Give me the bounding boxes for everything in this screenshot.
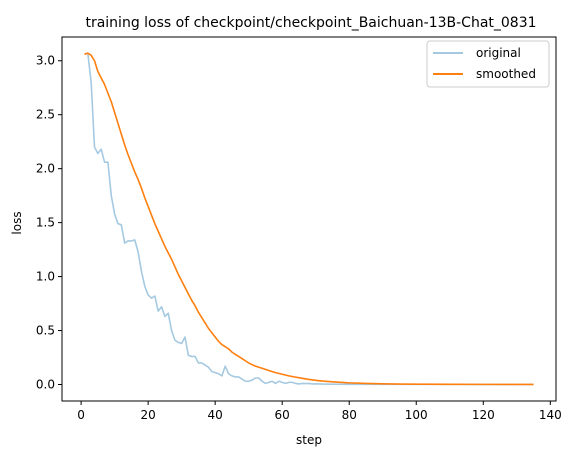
legend-box (426, 40, 550, 88)
y-tick-label: 2.0 (36, 162, 55, 176)
x-tick-label: 20 (140, 408, 155, 422)
y-tick-label: 0.0 (36, 377, 55, 391)
legend-label-smoothed: smoothed (476, 67, 536, 81)
x-tick-label: 120 (472, 408, 495, 422)
x-tick-label: 40 (208, 408, 223, 422)
x-tick-label: 100 (405, 408, 428, 422)
plot-area: 0 20 40 60 80 100 120 140 0.0 0.5 1.0 1.5 2.0 2.5 3.0 (36, 36, 562, 422)
series-line-smoothed (84, 52, 534, 386)
legend: original smoothed (426, 40, 550, 88)
axes-frame (61, 36, 557, 402)
legend-label-original: original (476, 46, 521, 60)
y-tick-label: 1.0 (36, 270, 55, 284)
y-axis-label: loss (10, 211, 24, 234)
x-tick-label: 0 (77, 408, 85, 422)
y-tick-label: 1.5 (36, 216, 55, 230)
x-tick-label: 140 (539, 408, 562, 422)
series-line-original (84, 52, 534, 386)
x-axis-label: step (296, 433, 322, 447)
x-tick-label: 80 (342, 408, 357, 422)
chart-title: training loss of checkpoint/checkpoint_B… (85, 15, 536, 31)
x-tick-label: 60 (275, 408, 290, 422)
y-tick-label: 3.0 (36, 54, 55, 68)
y-tick-label: 0.5 (36, 324, 55, 338)
y-tick-label: 2.5 (36, 108, 55, 122)
